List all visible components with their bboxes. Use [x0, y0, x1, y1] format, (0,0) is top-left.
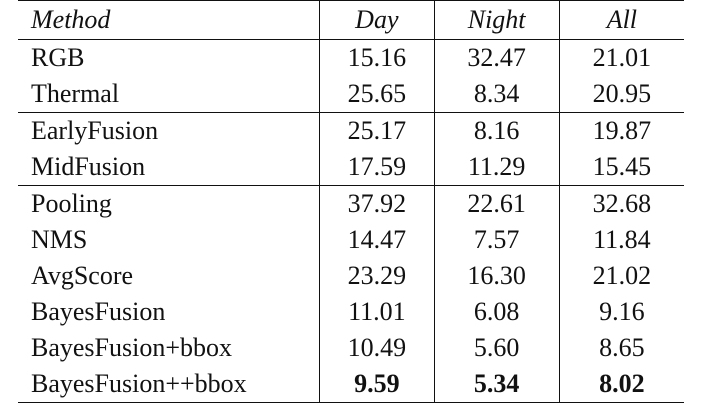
table-row: BayesFusion++bbox 9.59 5.34 8.02	[18, 366, 684, 403]
method-cell: Thermal	[18, 76, 321, 113]
night-cell: 22.61	[434, 185, 560, 222]
table-row: NMS 14.47 7.57 11.84	[18, 222, 684, 258]
day-cell: 25.65	[319, 76, 435, 113]
all-cell: 8.65	[599, 333, 645, 362]
night-cell: 16.30	[434, 258, 560, 294]
header-all: All	[606, 5, 638, 34]
night-cell: 8.34	[434, 76, 560, 113]
table-row: Pooling 37.92 22.61 32.68	[18, 185, 684, 222]
night-cell: 6.08	[434, 294, 560, 330]
all-cell: 11.84	[593, 225, 651, 254]
method-cell: RGB	[18, 39, 321, 76]
method-cell: BayesFusion++bbox	[18, 366, 321, 403]
night-cell: 8.16	[434, 112, 560, 149]
method-cell: Pooling	[18, 185, 321, 222]
all-cell: 15.45	[592, 152, 652, 181]
results-table: Method Day Night All RGB 15.16 32.47 21.…	[18, 0, 684, 403]
all-cell-best: 8.02	[599, 369, 645, 398]
table-row: MidFusion 17.59 11.29 15.45	[18, 149, 684, 186]
table-row: AvgScore 23.29 16.30 21.02	[18, 258, 684, 294]
table-row: BayesFusion 11.01 6.08 9.16	[18, 294, 684, 330]
all-cell: 21.02	[592, 261, 652, 290]
all-cell: 9.16	[599, 297, 645, 326]
header-day: Day	[319, 0, 435, 40]
day-cell-best: 9.59	[319, 366, 435, 403]
all-cell: 19.87	[592, 116, 652, 145]
all-cell: 21.01	[592, 43, 652, 72]
table-row: RGB 15.16 32.47 21.01	[18, 39, 684, 76]
night-cell-best: 5.34	[434, 366, 560, 403]
all-cell: 32.68	[592, 189, 652, 218]
day-cell: 10.49	[319, 330, 435, 366]
day-cell: 15.16	[319, 39, 435, 76]
table-row: Thermal 25.65 8.34 20.95	[18, 76, 684, 113]
header-method: Method	[18, 0, 321, 40]
method-cell: BayesFusion+bbox	[18, 330, 321, 366]
day-cell: 17.59	[319, 149, 435, 186]
method-cell: BayesFusion	[18, 294, 321, 330]
method-cell: MidFusion	[18, 149, 321, 186]
method-cell: NMS	[18, 222, 321, 258]
day-cell: 14.47	[319, 222, 435, 258]
header-night: Night	[434, 0, 560, 40]
day-cell: 23.29	[319, 258, 435, 294]
night-cell: 11.29	[434, 149, 560, 186]
day-cell: 25.17	[319, 112, 435, 149]
night-cell: 7.57	[434, 222, 560, 258]
method-cell: AvgScore	[18, 258, 321, 294]
day-cell: 37.92	[319, 185, 435, 222]
method-cell: EarlyFusion	[18, 112, 321, 149]
all-cell: 20.95	[592, 79, 652, 108]
table-row: BayesFusion+bbox 10.49 5.60 8.65	[18, 330, 684, 366]
header-row: Method Day Night All	[18, 0, 684, 40]
table-row: EarlyFusion 25.17 8.16 19.87	[18, 112, 684, 149]
day-cell: 11.01	[319, 294, 435, 330]
night-cell: 5.60	[434, 330, 560, 366]
night-cell: 32.47	[434, 39, 560, 76]
